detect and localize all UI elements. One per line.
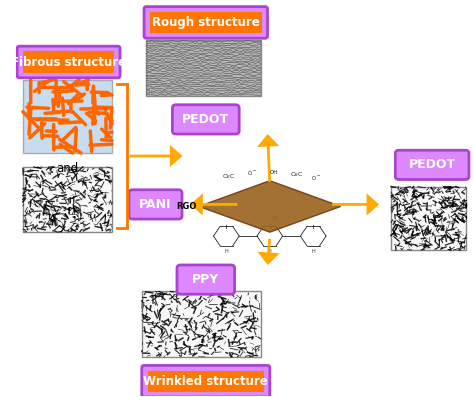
- Text: H: H: [268, 249, 272, 254]
- FancyBboxPatch shape: [17, 46, 120, 78]
- Bar: [23, 167, 112, 232]
- Bar: [142, 291, 261, 357]
- Text: Wrinkled structure: Wrinkled structure: [144, 375, 268, 388]
- FancyBboxPatch shape: [148, 370, 264, 392]
- Text: PPY: PPY: [192, 273, 219, 286]
- Text: $\mathregular{O^-}$: $\mathregular{O^-}$: [246, 169, 256, 177]
- Text: $\mathregular{O_2C}$: $\mathregular{O_2C}$: [222, 172, 236, 181]
- Text: H: H: [311, 249, 315, 254]
- Text: $\mathregular{O_2C}$: $\mathregular{O_2C}$: [290, 170, 304, 179]
- Polygon shape: [199, 181, 341, 232]
- Text: OH: OH: [272, 216, 280, 221]
- FancyBboxPatch shape: [129, 190, 182, 219]
- FancyBboxPatch shape: [395, 150, 469, 179]
- Text: H: H: [225, 249, 228, 254]
- FancyBboxPatch shape: [177, 265, 235, 294]
- Text: PANI: PANI: [139, 198, 172, 211]
- Text: OH: OH: [270, 170, 279, 175]
- FancyBboxPatch shape: [173, 105, 239, 134]
- FancyBboxPatch shape: [23, 51, 114, 73]
- FancyBboxPatch shape: [150, 12, 262, 33]
- Bar: [146, 40, 261, 96]
- FancyBboxPatch shape: [142, 366, 270, 397]
- Text: and: and: [56, 162, 79, 175]
- Text: PEDOT: PEDOT: [182, 113, 229, 126]
- Text: RGO: RGO: [176, 202, 197, 211]
- Text: Rough structure: Rough structure: [152, 16, 260, 29]
- Bar: [391, 187, 466, 250]
- Text: PEDOT: PEDOT: [409, 158, 456, 172]
- Text: Fibrous structure: Fibrous structure: [11, 56, 126, 69]
- Text: $\mathregular{O^-}$: $\mathregular{O^-}$: [310, 174, 320, 182]
- Bar: [23, 80, 112, 153]
- FancyBboxPatch shape: [144, 7, 267, 38]
